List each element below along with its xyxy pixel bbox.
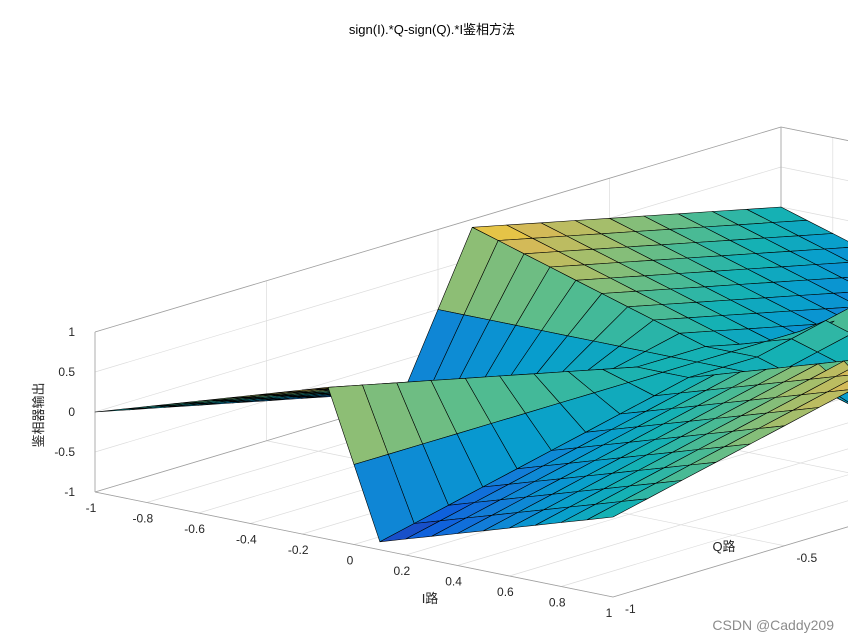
x-tick-label: 0.8 [549,596,566,610]
z-tick-label: 1 [68,325,75,339]
grid-line-x [509,474,848,577]
surface-patch [843,360,848,366]
z-axis-label: 鉴相器输出 [31,382,46,447]
z-tick-label: -0.5 [54,445,75,459]
axis-edge [94,126,782,333]
x-tick-label: -0.6 [184,522,205,536]
grid-line-z [94,166,782,373]
axis-edge [94,491,614,598]
x-tick-label: 1 [606,606,613,620]
x-tick-label: -0.4 [236,533,257,547]
y-tick-label: -1 [625,602,636,616]
x-tick-label: 0.4 [445,575,462,589]
x-tick-label: -0.8 [132,512,153,526]
watermark: CSDN @Caddy209 [712,617,834,633]
surface-mesh [94,206,848,543]
z-tick-label: 0 [68,405,75,419]
surface-patch [586,498,648,521]
axis-edge [612,526,848,598]
z-tick-label: -1 [64,485,75,499]
chart-title: sign(I).*Q-sign(Q).*I鉴相方法 [349,22,515,37]
surface-patch [835,369,848,377]
z-tick-label: 0.5 [58,365,75,379]
tick-labels: -1 -0.8 -0.6 -0.4 -0.2 0 0.2 0.4 0.6 0.8 1 -1 -0.5 0 0… [54,325,818,620]
y-tick-label: -0.5 [797,551,818,565]
grid-line-x [561,500,848,587]
y-axis-label: Q路 [712,539,735,554]
x-tick-label: 0.6 [497,585,514,599]
x-tick-label: -0.2 [288,543,309,557]
x-tick-label: 0.2 [393,564,410,578]
x-axis-label: I路 [422,591,439,606]
x-tick-label: 0 [347,554,354,568]
x-tick-label: -1 [86,501,97,515]
